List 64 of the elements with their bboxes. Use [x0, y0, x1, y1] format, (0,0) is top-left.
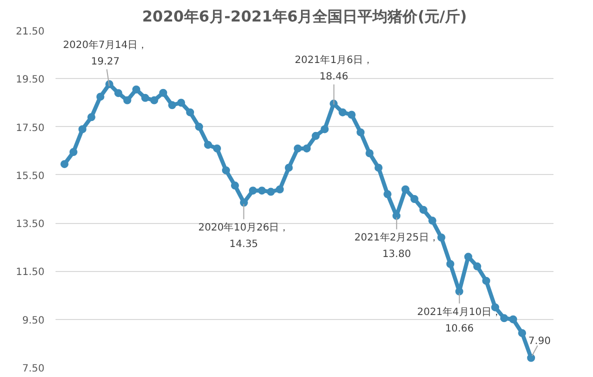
- annotation: 2021年4月10日， 10.66: [417, 306, 502, 334]
- point: [132, 85, 140, 94]
- y-tick-label: 13.50: [16, 219, 45, 230]
- point: [87, 113, 96, 122]
- point: [150, 96, 158, 104]
- point: [464, 252, 472, 261]
- point: [491, 303, 500, 312]
- y-tick-label: 21.50: [16, 26, 45, 38]
- annotation: 2020年10月26日， 14.35: [198, 222, 290, 250]
- point: [276, 185, 284, 194]
- y-tick-label: 19.50: [16, 74, 45, 86]
- point: [284, 164, 293, 172]
- point: [437, 234, 446, 242]
- point: [159, 88, 168, 97]
- point: [338, 108, 347, 116]
- point: [401, 185, 410, 194]
- point: [500, 314, 508, 322]
- y-tick-label: 15.50: [16, 170, 45, 182]
- annotation: 2021年2月25日， 13.80: [354, 232, 439, 260]
- point: [366, 149, 374, 158]
- point: [294, 144, 302, 152]
- point: [384, 190, 392, 198]
- point: [213, 144, 222, 152]
- point: [248, 186, 257, 195]
- annotation: 2021年1月6日， 18.46: [294, 54, 373, 83]
- point: [168, 101, 176, 110]
- annotation: 2020年7月14日， 19.27: [63, 39, 148, 68]
- y-tick-label: 7.50: [22, 364, 44, 374]
- point: [527, 354, 536, 362]
- point: [222, 166, 230, 174]
- point: [177, 98, 186, 107]
- point: [78, 125, 86, 134]
- point: [410, 195, 418, 203]
- y-tick-label: 17.50: [16, 122, 45, 134]
- point: [266, 188, 275, 196]
- point: [69, 148, 78, 156]
- point: [482, 276, 490, 285]
- point: [195, 122, 204, 131]
- point: [230, 182, 239, 190]
- point: [114, 89, 122, 98]
- point: [518, 329, 526, 338]
- point: [302, 144, 311, 152]
- y-tick-label: 9.50: [22, 315, 44, 326]
- point: [123, 96, 132, 104]
- point: [446, 260, 454, 268]
- point: [320, 125, 329, 134]
- point: [141, 94, 150, 102]
- y-tick-label: 11.50: [16, 267, 45, 278]
- point: [240, 198, 248, 207]
- chart-title: 2020年6月-2021年6月全国日平均猪价(元/斤): [142, 8, 467, 26]
- point: [186, 108, 194, 116]
- point: [348, 110, 356, 119]
- point: [356, 128, 365, 136]
- point: [419, 206, 428, 214]
- point: [473, 262, 482, 270]
- point: [204, 140, 212, 149]
- annotation: 7.90: [528, 336, 551, 347]
- point: [428, 216, 436, 225]
- point: [374, 164, 383, 172]
- point: [312, 132, 320, 140]
- point: [60, 160, 68, 168]
- point: [258, 186, 266, 195]
- point: [96, 92, 104, 101]
- point: [509, 315, 518, 324]
